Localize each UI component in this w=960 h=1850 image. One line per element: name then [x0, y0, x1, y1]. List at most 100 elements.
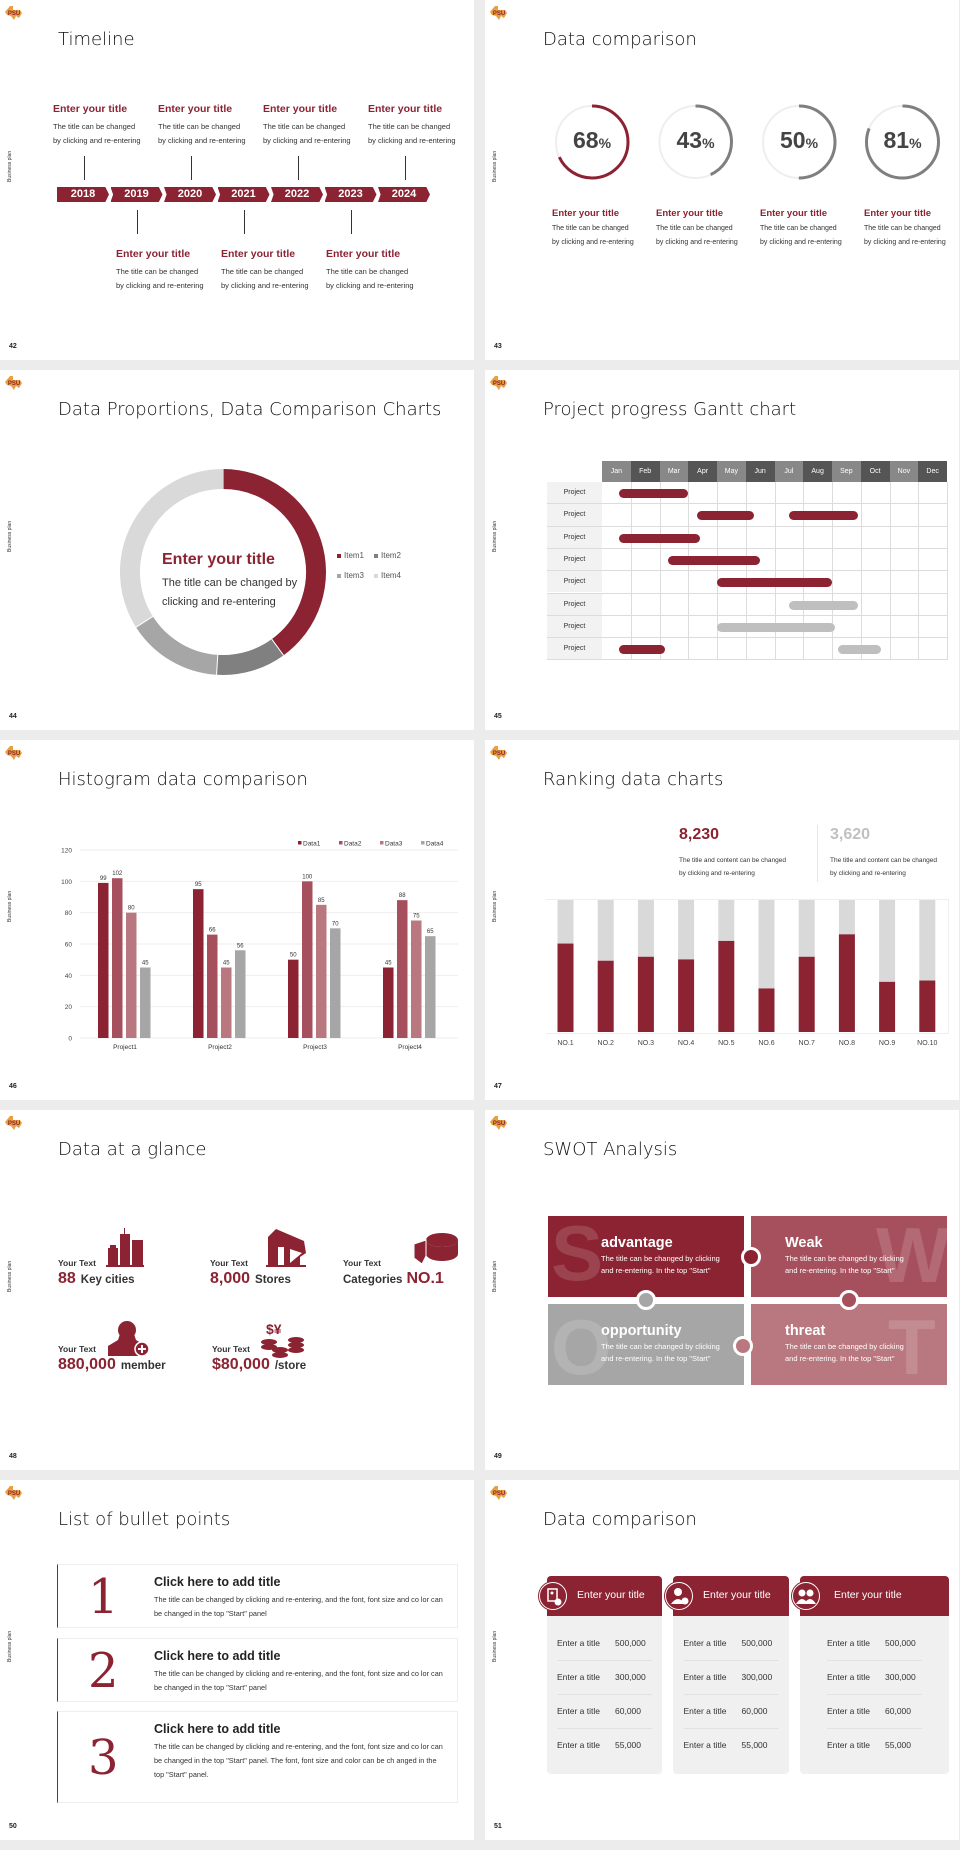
x-category-label: Project1: [113, 1044, 137, 1051]
slide-44[interactable]: PSU Data Proportions, Data Comparison Cha…: [0, 370, 474, 730]
logo: PSU: [5, 1116, 23, 1130]
percent-number: 43: [676, 127, 703, 153]
side-label: Business plan: [7, 1630, 13, 1662]
data-label: 75: [413, 914, 420, 920]
row-divider: [683, 1660, 779, 1661]
user-add-icon: [665, 1582, 693, 1610]
puzzle-knob: [741, 1247, 761, 1267]
gantt-bar[interactable]: [619, 489, 689, 498]
gantt-bar[interactable]: [717, 622, 835, 632]
slide-title: Histogram data comparison: [58, 769, 308, 790]
event-desc: The title can be changed: [326, 267, 409, 276]
bar-value: [879, 981, 896, 1032]
year-segment[interactable]: 2022: [271, 187, 323, 202]
ring-desc: The title can be changed: [864, 225, 941, 232]
gantt-bar[interactable]: [788, 511, 858, 521]
bar-data2: [112, 878, 123, 1038]
gantt-bar[interactable]: [837, 645, 881, 655]
logo: PSU: [490, 746, 508, 760]
swot-cell-w[interactable]: W Weak The title can be changed by clickin…: [751, 1216, 947, 1297]
row-value: 55,000: [741, 1740, 768, 1750]
data-label: 88: [399, 893, 406, 899]
year-segment[interactable]: 2018: [57, 187, 109, 202]
gantt-bar[interactable]: [717, 578, 832, 588]
row-label: Enter a title: [683, 1706, 727, 1716]
page-number: 51: [494, 1823, 502, 1830]
item-label: Your Text: [210, 1258, 248, 1268]
item-number: 880,000: [58, 1356, 116, 1373]
gantt-bar[interactable]: [619, 645, 666, 655]
slide-51[interactable]: PSU Data comparison Business plan 51 Enter y…: [485, 1480, 959, 1840]
grid-row-line: [547, 547, 947, 549]
x-category-label: Project2: [208, 1044, 232, 1051]
card-row: Enter a title 60,000: [684, 1706, 779, 1720]
event-desc: by clicking and re-entering: [158, 136, 246, 145]
legend-label: Item3: [344, 571, 365, 580]
gantt-bar[interactable]: [668, 555, 761, 565]
card-row: Enter a title 60,000: [557, 1706, 652, 1720]
bullet-item[interactable]: 1 Click here to add title The title can be…: [57, 1564, 458, 1628]
bar-value: [758, 988, 775, 1032]
item-value: Categories NO.1: [343, 1270, 444, 1288]
swot-desc: The title can be changed by clicking: [785, 1342, 904, 1351]
page-number: 46: [9, 1083, 17, 1090]
donut-slice-item1: [222, 469, 326, 656]
logo: PSU: [490, 1116, 508, 1130]
data-label: 70: [332, 921, 339, 927]
slide-42[interactable]: PSU Timeline Business plan 42 2018 2019 2020 20…: [0, 0, 474, 360]
logo: PSU: [490, 376, 508, 390]
center-desc: clicking and re-entering: [162, 596, 276, 608]
event-desc: by clicking and re-entering: [368, 136, 456, 145]
year-segment[interactable]: 2020: [164, 187, 216, 202]
donut-slice-item2: [216, 638, 284, 675]
svg-text:PSU: PSU: [8, 11, 20, 17]
legend-item: Item3: [337, 571, 364, 580]
year-segment[interactable]: 2021: [217, 187, 270, 202]
bar-value: [637, 956, 654, 1032]
gantt-bar[interactable]: [788, 600, 858, 610]
y-tick-label: 0: [68, 1036, 72, 1043]
slide-48[interactable]: PSU Data at a glance Business plan 48 Your T…: [0, 1110, 474, 1470]
month-header: Apr: [688, 461, 717, 482]
bullet-item[interactable]: 3 Click here to add title The title can be…: [57, 1711, 458, 1803]
year-segment[interactable]: 2023: [324, 187, 377, 202]
x-category-label: NO.9: [879, 1040, 895, 1047]
stat-desc: The title and content can be changed: [830, 857, 937, 864]
bar-data3: [126, 912, 137, 1038]
row-value: 55,000: [885, 1740, 911, 1750]
slide-47[interactable]: PSU Ranking data charts Business plan 47 8,2…: [485, 740, 959, 1100]
card-row: Enter a title 60,000: [827, 1706, 922, 1720]
event-title: Enter your title: [53, 103, 128, 115]
slide-45[interactable]: PSU Project progress Gantt chart Business …: [485, 370, 959, 730]
item-value: 880,000 member: [58, 1356, 166, 1374]
x-category-label: NO.2: [598, 1040, 614, 1047]
bar-value: [919, 980, 936, 1032]
year-segment[interactable]: 2019: [110, 187, 163, 202]
bullet-item[interactable]: 2 Click here to add title The title can be…: [57, 1638, 458, 1702]
row-label: Project: [547, 548, 602, 571]
percent-number: 50: [779, 127, 806, 153]
year-segment[interactable]: 2024: [378, 187, 430, 202]
slide-50[interactable]: PSU List of bullet points Business plan 50 1…: [0, 1480, 474, 1840]
legend-swatch: [374, 573, 378, 578]
bar-remainder: [919, 900, 936, 981]
y-tick-label: 60: [65, 942, 73, 949]
gantt-bar[interactable]: [619, 533, 700, 543]
swot-desc: and re-entering. In the top "Start": [601, 1266, 711, 1275]
slide-43[interactable]: PSU Data comparison Business plan 43 68% Ente…: [485, 0, 959, 360]
slide-46[interactable]: PSU Histogram data comparison Business pla…: [0, 740, 474, 1100]
side-label: Business plan: [492, 520, 498, 552]
bar-data1: [288, 959, 299, 1038]
ring-value: 81%: [863, 127, 943, 154]
percent-number: 81: [883, 127, 910, 153]
gantt-bar[interactable]: [696, 511, 755, 521]
ring-value: 43%: [656, 127, 736, 154]
legend-label: Data2: [344, 841, 362, 848]
bullet-number: 1: [88, 1569, 119, 1625]
row-label: Enter a title: [683, 1638, 727, 1648]
id-card-add-icon: [539, 1582, 567, 1610]
